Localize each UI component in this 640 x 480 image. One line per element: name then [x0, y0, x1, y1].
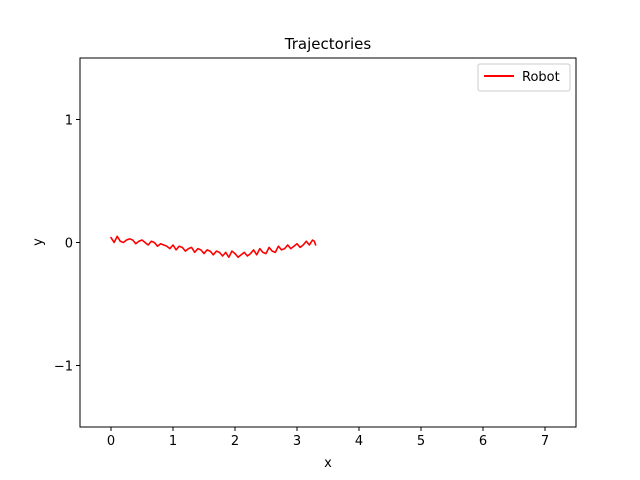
legend-label-robot: Robot [522, 70, 560, 85]
x-tick-label: 4 [355, 434, 363, 449]
x-axis-ticks: 0 1 2 3 4 5 6 7 [107, 427, 549, 449]
x-tick-label: 1 [169, 434, 177, 449]
x-axis-label: x [324, 456, 332, 471]
x-tick-label: 3 [293, 434, 301, 449]
plot-area [79, 57, 577, 428]
plot-background [80, 58, 576, 427]
x-tick-label: 7 [541, 434, 549, 449]
x-tick-label: 6 [479, 434, 487, 449]
y-tick-label: 0 [65, 237, 73, 252]
y-tick-label: 1 [65, 114, 73, 129]
series-layer [110, 235, 317, 259]
y-axis-ticks: 1 0 −1 [54, 114, 80, 375]
chart-title: Trajectories [284, 35, 372, 53]
y-tick-label: −1 [54, 360, 73, 375]
series-line-robot [110, 235, 317, 259]
x-tick-label: 5 [417, 434, 425, 449]
y-axis-label: y [31, 238, 46, 246]
legend-box [477, 63, 571, 92]
x-tick-label: 0 [107, 434, 115, 449]
x-tick-label: 2 [231, 434, 239, 449]
legend: Robot [477, 63, 571, 92]
